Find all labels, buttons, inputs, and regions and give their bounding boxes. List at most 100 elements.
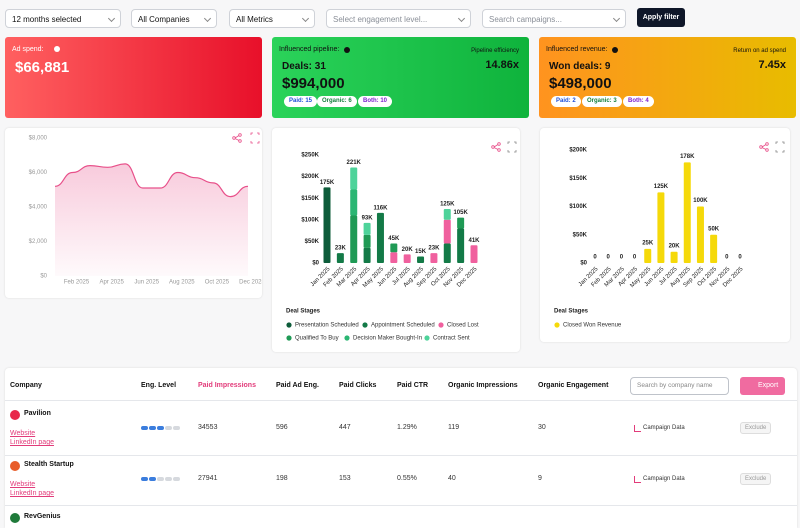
expand-icon[interactable] [507,141,517,153]
column-header[interactable]: Organic Engagement [538,382,609,389]
engagement-select[interactable]: Select engagement level... [326,9,471,28]
column-header[interactable]: Paid Ad Eng. [276,382,319,389]
ratio-label: Pipeline efficiency [471,48,519,54]
legend-label: Contract Sent [433,336,470,342]
expand-icon[interactable] [250,132,260,144]
x-tick-label: Oct 2025 [205,280,230,286]
apply-button[interactable]: Apply filter [637,8,685,27]
cell: 1.29% [397,424,417,431]
bar-segment [350,167,358,190]
campaign-search[interactable]: Search campaigns... [482,9,626,28]
cell: 153 [339,475,351,482]
cell: 119 [448,424,460,431]
badge: Paid: 15 [284,96,318,107]
company-link[interactable]: LinkedIn page [10,490,54,497]
bar-segment [363,222,371,235]
campaign-icon [634,425,641,432]
y-tick-label: $50K [573,232,588,238]
column-header[interactable]: Paid Clicks [339,382,377,389]
column-header[interactable]: Eng. Level [141,382,177,389]
ad-spend-chart-panel: $0 $2,000 $4,000 $6,000 $8,000 Feb 2025 Apr 20… [5,128,266,298]
card-value: $498,000 [549,75,612,92]
row-divider [5,505,797,506]
total-label: 93K [362,215,374,221]
bar-segment [457,228,465,263]
legend-title: Deal Stages [286,309,321,315]
company-link[interactable]: LinkedIn page [10,439,54,446]
legend-swatch [424,335,430,341]
bar-segment [403,254,411,263]
share-icon[interactable] [491,142,501,152]
value-label: 20K [669,243,681,249]
bar-segment [443,219,451,244]
x-tick-label: Jun 2025 [134,280,159,286]
engagement-text: Select engagement level... [333,15,428,24]
legend-title: Deal Stages [554,309,589,315]
period-text: 12 months selected [12,15,82,24]
eng-dot [157,426,164,430]
ratio-value: 14.86x [485,59,519,71]
export-button[interactable]: Export [740,377,785,395]
company-select[interactable]: All Companies [131,9,217,28]
cell: 9 [538,475,542,482]
expand-icon[interactable] [775,141,785,153]
ad-spend-chart: $0 $2,000 $4,000 $6,000 $8,000 Feb 2025 Apr 20… [29,132,266,286]
card-label: Influenced revenue: [546,46,608,53]
pipeline-chart-panel: $0 $50K $100K $150K $200K $250K 175K Jan 2025 23… [272,128,520,352]
company-name: RevGenius [24,513,61,520]
x-tick-label: Dec 2025 [239,280,262,286]
company-text: All Companies [138,15,190,24]
legend-swatch [438,322,444,328]
company-link[interactable]: Website [10,430,36,437]
total-label: 116K [373,205,388,211]
revenue-card: Influenced revenue: Won deals: 9 $498,00… [539,37,796,118]
total-label: 105K [453,210,468,216]
exclude-button[interactable]: Exclude [740,473,772,485]
column-header[interactable]: Organic Impressions [448,382,518,389]
total-label: 221K [347,160,362,166]
company-logo [10,513,20,523]
card-value: $994,000 [282,75,345,92]
total-label: 23K [335,246,347,252]
period-select[interactable]: 12 months selected [5,9,121,28]
value-label: 0 [738,255,742,261]
y-tick-label: $100K [301,217,319,223]
bar-segment [457,217,465,229]
bar [657,192,665,263]
card-sub: Deals: 31 [282,61,326,72]
campaign-data-link[interactable]: Campaign Data [643,425,685,431]
share-icon[interactable] [232,133,242,143]
badge: Paid: 2 [551,96,581,107]
column-header[interactable]: Paid Impressions [198,382,256,389]
metric-select[interactable]: All Metrics [229,9,315,28]
company-logo [10,461,20,471]
share-icon[interactable] [759,142,769,152]
exclude-button[interactable]: Exclude [740,422,772,434]
x-tick-label: Aug 2025 [169,280,195,286]
total-label: 41K [468,238,480,244]
eng-dot [149,426,156,430]
row-divider [5,400,797,401]
badge: Both: 10 [358,96,392,107]
legend-swatch [286,322,292,328]
ratio-value: 7.45x [758,59,786,71]
company-link[interactable]: Website [10,481,36,488]
value-label: 0 [593,255,597,261]
x-tick-label: Feb 2025 [64,280,90,286]
total-label: 175K [320,180,335,186]
company-search[interactable]: Search by company name [630,377,729,395]
column-header[interactable]: Paid CTR [397,382,429,389]
value-label: 0 [725,255,729,261]
badge: Organic: 6 [317,96,357,107]
cell: 27941 [198,475,218,482]
value-label: 25K [642,240,654,246]
campaign-data-link[interactable]: Campaign Data [643,476,685,482]
legend-label: Qualified To Buy [295,336,339,342]
value-label: 0 [620,255,624,261]
cell: 40 [448,475,456,482]
y-tick-label: $6,000 [29,170,48,176]
bar [683,162,691,263]
y-tick-label: $0 [580,261,587,267]
cell: 34553 [198,424,218,431]
